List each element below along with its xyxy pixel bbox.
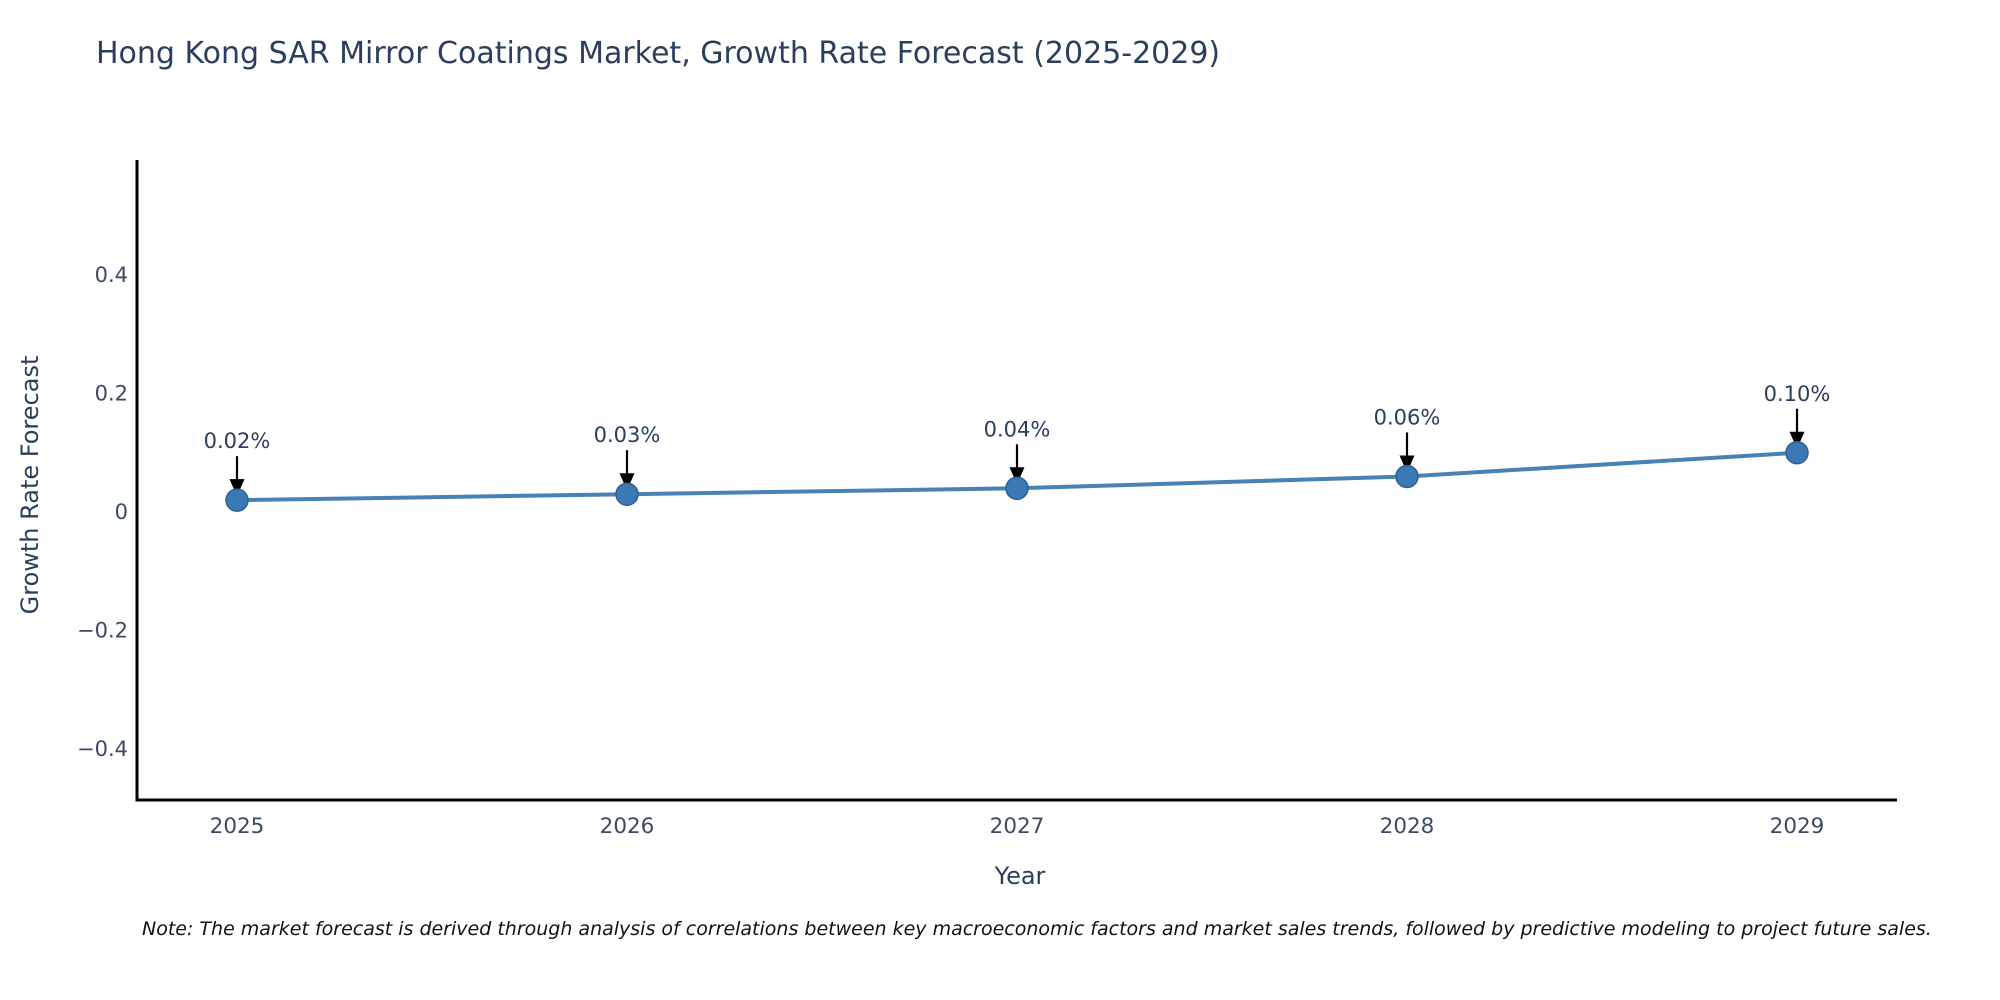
annotation-arrow-head [619, 473, 635, 491]
annotation-arrow-head [1789, 431, 1805, 449]
data-point-marker[interactable] [615, 482, 639, 506]
y-axis-tick-label: −0.4 [77, 737, 128, 761]
y-axis-tick-label: −0.2 [77, 619, 128, 643]
x-axis-tick-label: 2028 [1380, 814, 1435, 839]
axes-lines [135, 160, 1897, 802]
x-axis-tick-label: 2027 [990, 814, 1045, 839]
annotation-arrow-head [1399, 455, 1415, 473]
annotation-arrow-head [1009, 467, 1025, 485]
x-axis-tick-label: 2026 [600, 814, 655, 839]
point-annotation-label: 0.06% [1374, 405, 1441, 429]
data-point-marker[interactable] [1395, 464, 1419, 489]
data-point-marker[interactable] [225, 488, 249, 512]
y-axis-tick-label: 0 [115, 500, 128, 524]
x-axis-title: Year [994, 862, 1046, 890]
x-axis-tick-label: 2029 [1770, 814, 1825, 839]
point-annotation-label: 0.02% [204, 429, 271, 453]
footnote: Note: The market forecast is derived thr… [142, 918, 1932, 940]
y-axis-tick-label: 0.2 [95, 382, 128, 406]
annotation-arrow-head [229, 479, 245, 497]
x-axis-tick-label: 2025 [210, 814, 265, 839]
point-annotation-label: 0.10% [1764, 382, 1831, 406]
data-point-marker[interactable] [1005, 476, 1029, 501]
data-point-marker[interactable] [1785, 441, 1809, 465]
point-annotation-label: 0.03% [594, 423, 661, 447]
y-axis-tick-label: 0.4 [95, 263, 128, 287]
chart-title: Hong Kong SAR Mirror Coatings Market, Gr… [96, 36, 1221, 71]
point-annotation-label: 0.04% [984, 417, 1051, 441]
